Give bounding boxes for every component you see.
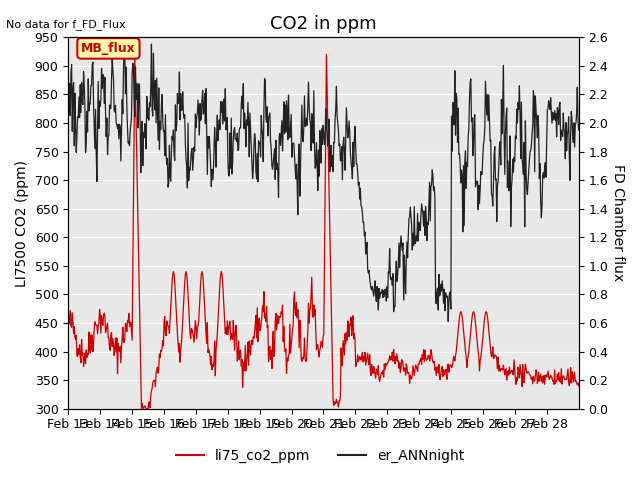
Y-axis label: LI7500 CO2 (ppm): LI7500 CO2 (ppm) [15,159,29,287]
Text: No data for f_FD_Flux: No data for f_FD_Flux [6,19,126,30]
Legend: li75_co2_ppm, er_ANNnight: li75_co2_ppm, er_ANNnight [170,443,470,468]
Text: MB_flux: MB_flux [81,42,136,55]
Y-axis label: FD Chamber flux: FD Chamber flux [611,165,625,282]
Title: CO2 in ppm: CO2 in ppm [270,15,377,33]
